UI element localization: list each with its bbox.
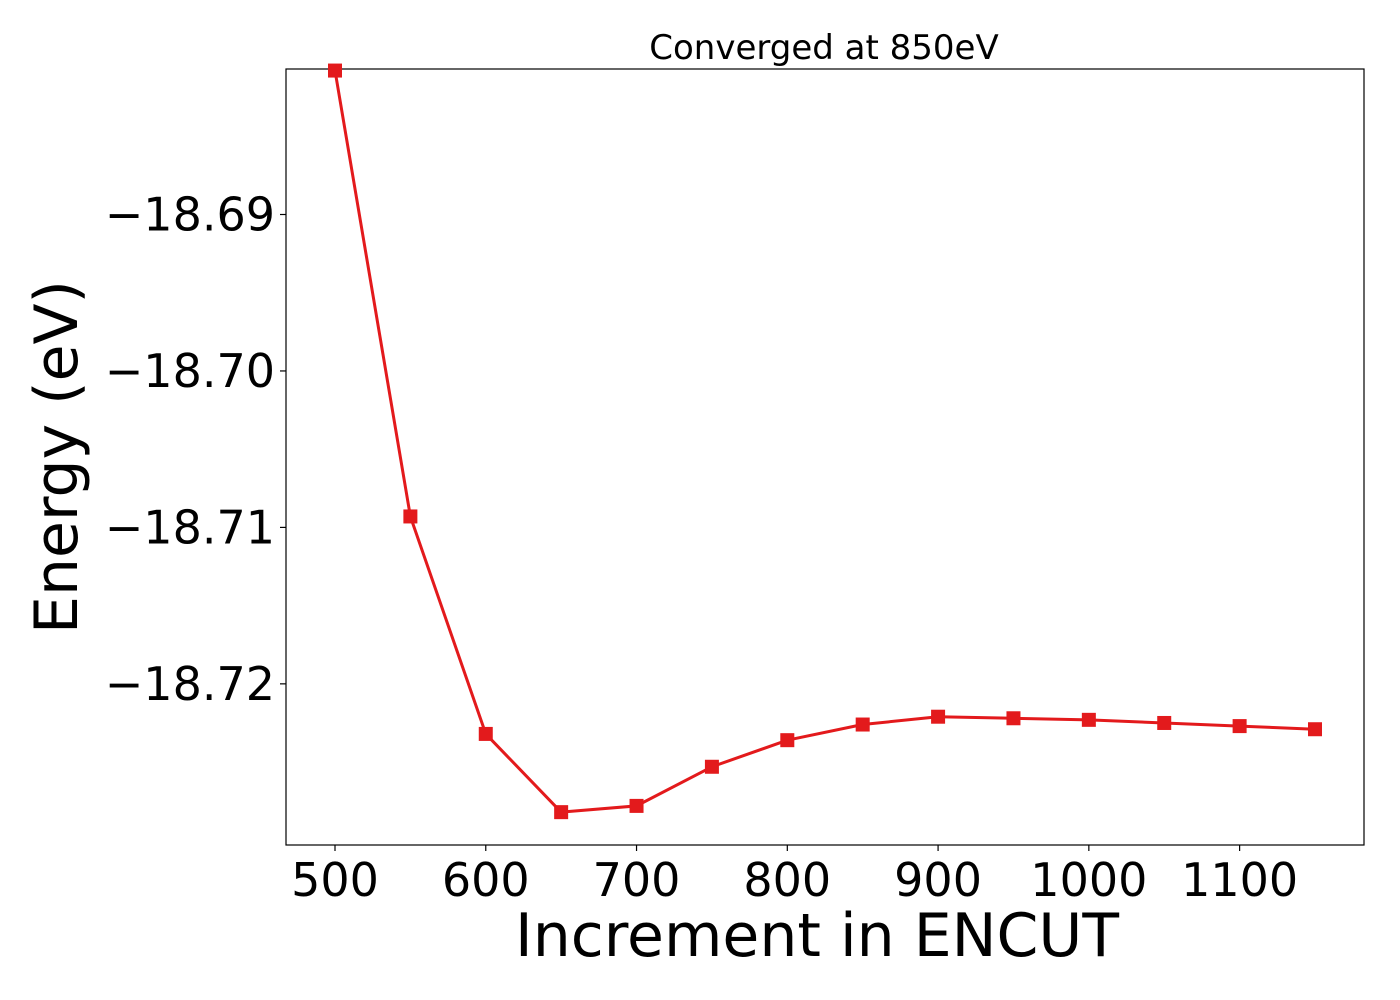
data-point-marker: [855, 717, 870, 732]
x-axis-label: Increment in ENCUT: [515, 901, 1119, 971]
series-layer: [328, 63, 1322, 820]
data-point-marker: [1006, 711, 1021, 726]
data-point-marker: [554, 805, 569, 820]
data-point-marker: [704, 759, 719, 774]
data-point-marker: [629, 798, 644, 813]
data-point-marker: [1232, 719, 1247, 734]
y-tick-label: −18.70: [105, 344, 275, 398]
y-tick-label: −18.72: [105, 657, 275, 711]
x-tick-label: 500: [291, 853, 379, 907]
x-tick-label: 700: [593, 853, 681, 907]
x-tick-label: 900: [894, 853, 982, 907]
x-tick-label: 800: [743, 853, 831, 907]
chart-title: Converged at 850eV: [649, 28, 998, 68]
data-point-marker: [780, 733, 795, 748]
y-tick-label: −18.69: [105, 188, 275, 242]
x-tick-label: 1100: [1181, 853, 1298, 907]
x-tick-label: 1000: [1030, 853, 1147, 907]
data-point-marker: [328, 63, 342, 78]
data-point-marker: [478, 726, 493, 741]
x-axis-ticks: 500 600 700 800 900 1000 1100: [291, 845, 1298, 907]
x-tick-label: 600: [442, 853, 530, 907]
y-axis-ticks: −18.69 −18.70 −18.71 −18.72: [105, 188, 286, 711]
y-axis-label: Energy (eV): [22, 280, 92, 634]
data-point-marker: [1081, 712, 1096, 727]
series-line: [333, 70, 1316, 814]
data-point-marker: [1157, 715, 1172, 730]
data-point-marker: [1308, 722, 1322, 737]
y-tick-label: −18.71: [105, 500, 275, 554]
plot-area-frame: [285, 68, 1365, 846]
data-point-marker: [403, 509, 418, 524]
data-point-marker: [931, 709, 946, 724]
